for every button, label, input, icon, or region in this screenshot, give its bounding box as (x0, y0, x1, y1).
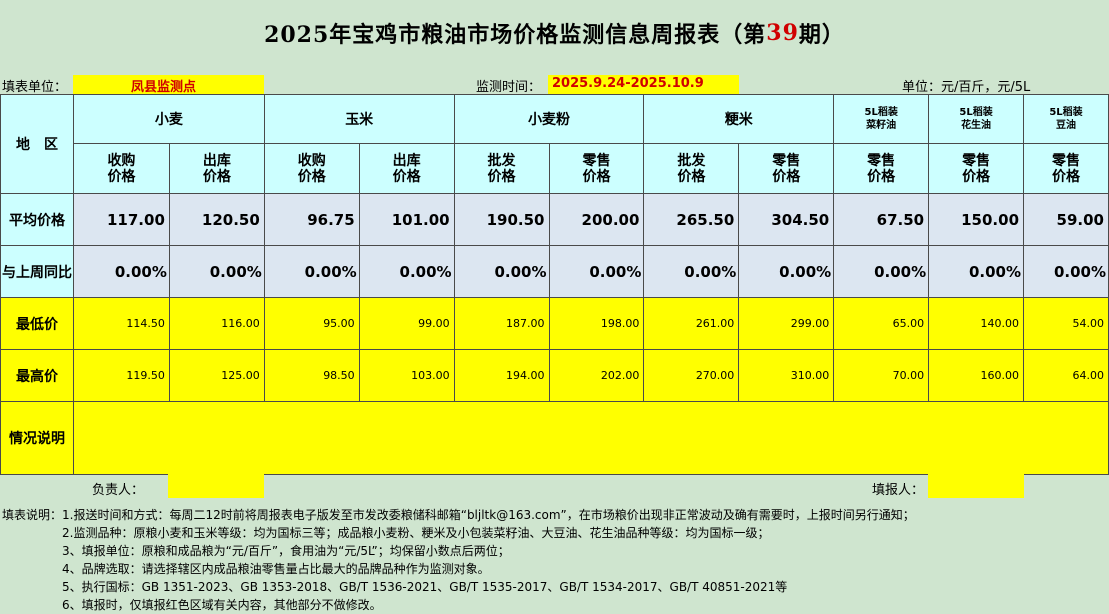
title-prefix: 2025年宝鸡市粮油市场价格监测信息周报表（第 (264, 22, 767, 48)
min-cell[interactable]: 299.00 (738, 297, 835, 350)
responsible-label: 负责人： (92, 483, 145, 498)
info-row: 填表单位： 凤县监测点 监测时间： 2025.9.24-2025.10.9 单位… (0, 75, 1109, 95)
min-cell[interactable]: 65.00 (833, 297, 930, 350)
avg-cell: 120.50 (168, 193, 265, 246)
avg-cell: 117.00 (72, 193, 170, 246)
row-label: 最高价 (0, 349, 74, 402)
min-row: 最低价 114.50 116.00 95.00 99.00 187.00 198… (0, 297, 1109, 350)
reporter-field[interactable] (928, 474, 1024, 498)
note-line: 2.监测品种：原粮小麦和玉米等级：均为国标三等；成品粮小麦粉、粳米及小包装菜籽油… (62, 526, 770, 540)
wow-cell: 0.00% (738, 245, 835, 298)
avg-cell: 200.00 (548, 193, 645, 246)
sub-header: 收购 价格 (263, 143, 360, 194)
avg-cell: 101.00 (358, 193, 455, 246)
sub-header: 出库 价格 (168, 143, 265, 194)
region-header: 地 区 (0, 94, 74, 194)
note-line: 3、填报单位：原粮和成品粮为“元/百斤”，食用油为“元/5L”；均保留小数点后两… (62, 544, 510, 558)
min-cell[interactable]: 261.00 (643, 297, 740, 350)
max-cell[interactable]: 64.00 (1023, 349, 1109, 402)
max-cell[interactable]: 202.00 (548, 349, 645, 402)
max-row: 最高价 119.50 125.00 98.50 103.00 194.00 20… (0, 349, 1109, 402)
wow-cell: 0.00% (1023, 245, 1109, 298)
reporter-label: 填报人： (872, 483, 925, 498)
unit-field[interactable]: 凤县监测点 (73, 75, 264, 95)
wow-cell: 0.00% (263, 245, 360, 298)
report-title: 2025年宝鸡市粮油市场价格监测信息周报表（第 39 期） (0, 0, 1109, 66)
wow-cell: 0.00% (643, 245, 740, 298)
avg-cell: 67.50 (833, 193, 930, 246)
unit-value: 凤县监测点 (131, 80, 197, 95)
wow-cell: 0.00% (453, 245, 550, 298)
note-line: 4、品牌选取：请选择辖区内成品粮油零售量占比最大的品牌品种作为监测对象。 (62, 562, 490, 576)
issue-number: 39 (766, 20, 799, 46)
avg-cell: 304.50 (738, 193, 835, 246)
title-suffix: 期） (798, 22, 845, 48)
sub-header: 零售 价格 (1023, 143, 1109, 194)
min-cell[interactable]: 187.00 (453, 297, 550, 350)
row-label: 情况说明 (0, 401, 74, 475)
unit-label: 填表单位： (2, 80, 68, 95)
wow-cell: 0.00% (928, 245, 1025, 298)
group-header-soybean-oil: 5L稻装 豆油 (1023, 94, 1109, 144)
instructions: 填表说明：1.报送时间和方式：每周二12时前将周报表电子版发至市发改委粮储科邮箱… (0, 506, 1109, 614)
max-cell[interactable]: 125.00 (168, 349, 265, 402)
signature-row: 负责人： 填报人： (0, 474, 1109, 498)
avg-cell: 96.75 (263, 193, 360, 246)
min-cell[interactable]: 140.00 (928, 297, 1025, 350)
avg-row: 平均价格 117.00 120.50 96.75 101.00 190.50 2… (0, 193, 1109, 246)
max-cell[interactable]: 98.50 (263, 349, 360, 402)
min-cell[interactable]: 198.00 (548, 297, 645, 350)
note-line: 6、填报时，仅填报红色区域有关内容，其他部分不做修改。 (62, 598, 382, 612)
time-field[interactable]: 2025.9.24-2025.10.9 (548, 75, 739, 94)
group-header-rice: 粳米 (643, 94, 835, 144)
min-cell[interactable]: 54.00 (1023, 297, 1109, 350)
sub-header: 零售 价格 (548, 143, 645, 194)
group-header-corn: 玉米 (263, 94, 455, 144)
group-header-rapeseed-oil: 5L稻装 菜籽油 (833, 94, 930, 144)
max-cell[interactable]: 270.00 (643, 349, 740, 402)
price-table: 地 区 小麦 玉米 小麦粉 粳米 5L稻装 菜籽油 5L稻装 花生油 5L稻装 … (0, 94, 1109, 475)
min-cell[interactable]: 116.00 (168, 297, 265, 350)
max-cell[interactable]: 310.00 (738, 349, 835, 402)
time-label: 监测时间： (476, 80, 542, 95)
row-label: 最低价 (0, 297, 74, 350)
measure-unit: 单位：元/百斤，元/5L (902, 80, 1031, 95)
remark-field[interactable] (72, 401, 1109, 475)
wow-cell: 0.00% (548, 245, 645, 298)
wow-cell: 0.00% (72, 245, 170, 298)
wow-cell: 0.00% (168, 245, 265, 298)
wow-cell: 0.00% (833, 245, 930, 298)
min-cell[interactable]: 114.50 (72, 297, 170, 350)
sub-header: 出库 价格 (358, 143, 455, 194)
max-cell[interactable]: 119.50 (72, 349, 170, 402)
note-line: 填表说明：1.报送时间和方式：每周二12时前将周报表电子版发至市发改委粮储科邮箱… (2, 508, 915, 522)
min-cell[interactable]: 95.00 (263, 297, 360, 350)
sub-header: 批发 价格 (643, 143, 740, 194)
wow-cell: 0.00% (358, 245, 455, 298)
time-value: 2025.9.24-2025.10.9 (552, 76, 704, 91)
sub-header: 零售 价格 (833, 143, 930, 194)
wow-row: 与上周同比 0.00% 0.00% 0.00% 0.00% 0.00% 0.00… (0, 245, 1109, 298)
row-label: 平均价格 (0, 193, 74, 246)
avg-cell: 190.50 (453, 193, 550, 246)
avg-cell: 265.50 (643, 193, 740, 246)
max-cell[interactable]: 160.00 (928, 349, 1025, 402)
group-header-peanut-oil: 5L稻装 花生油 (928, 94, 1025, 144)
max-cell[interactable]: 70.00 (833, 349, 930, 402)
remark-row: 情况说明 (0, 401, 1109, 475)
min-cell[interactable]: 99.00 (358, 297, 455, 350)
responsible-field[interactable] (168, 474, 264, 498)
max-cell[interactable]: 194.00 (453, 349, 550, 402)
group-header-flour: 小麦粉 (453, 94, 645, 144)
avg-cell: 59.00 (1023, 193, 1109, 246)
max-cell[interactable]: 103.00 (358, 349, 455, 402)
row-label: 与上周同比 (0, 245, 74, 298)
sub-header: 收购 价格 (72, 143, 170, 194)
sub-header: 零售 价格 (928, 143, 1025, 194)
sub-header: 批发 价格 (453, 143, 550, 194)
sub-header: 零售 价格 (738, 143, 835, 194)
note-line: 5、执行国标：GB 1351-2023、GB 1353-2018、GB/T 15… (62, 580, 788, 594)
avg-cell: 150.00 (928, 193, 1025, 246)
group-header-wheat: 小麦 (72, 94, 265, 144)
